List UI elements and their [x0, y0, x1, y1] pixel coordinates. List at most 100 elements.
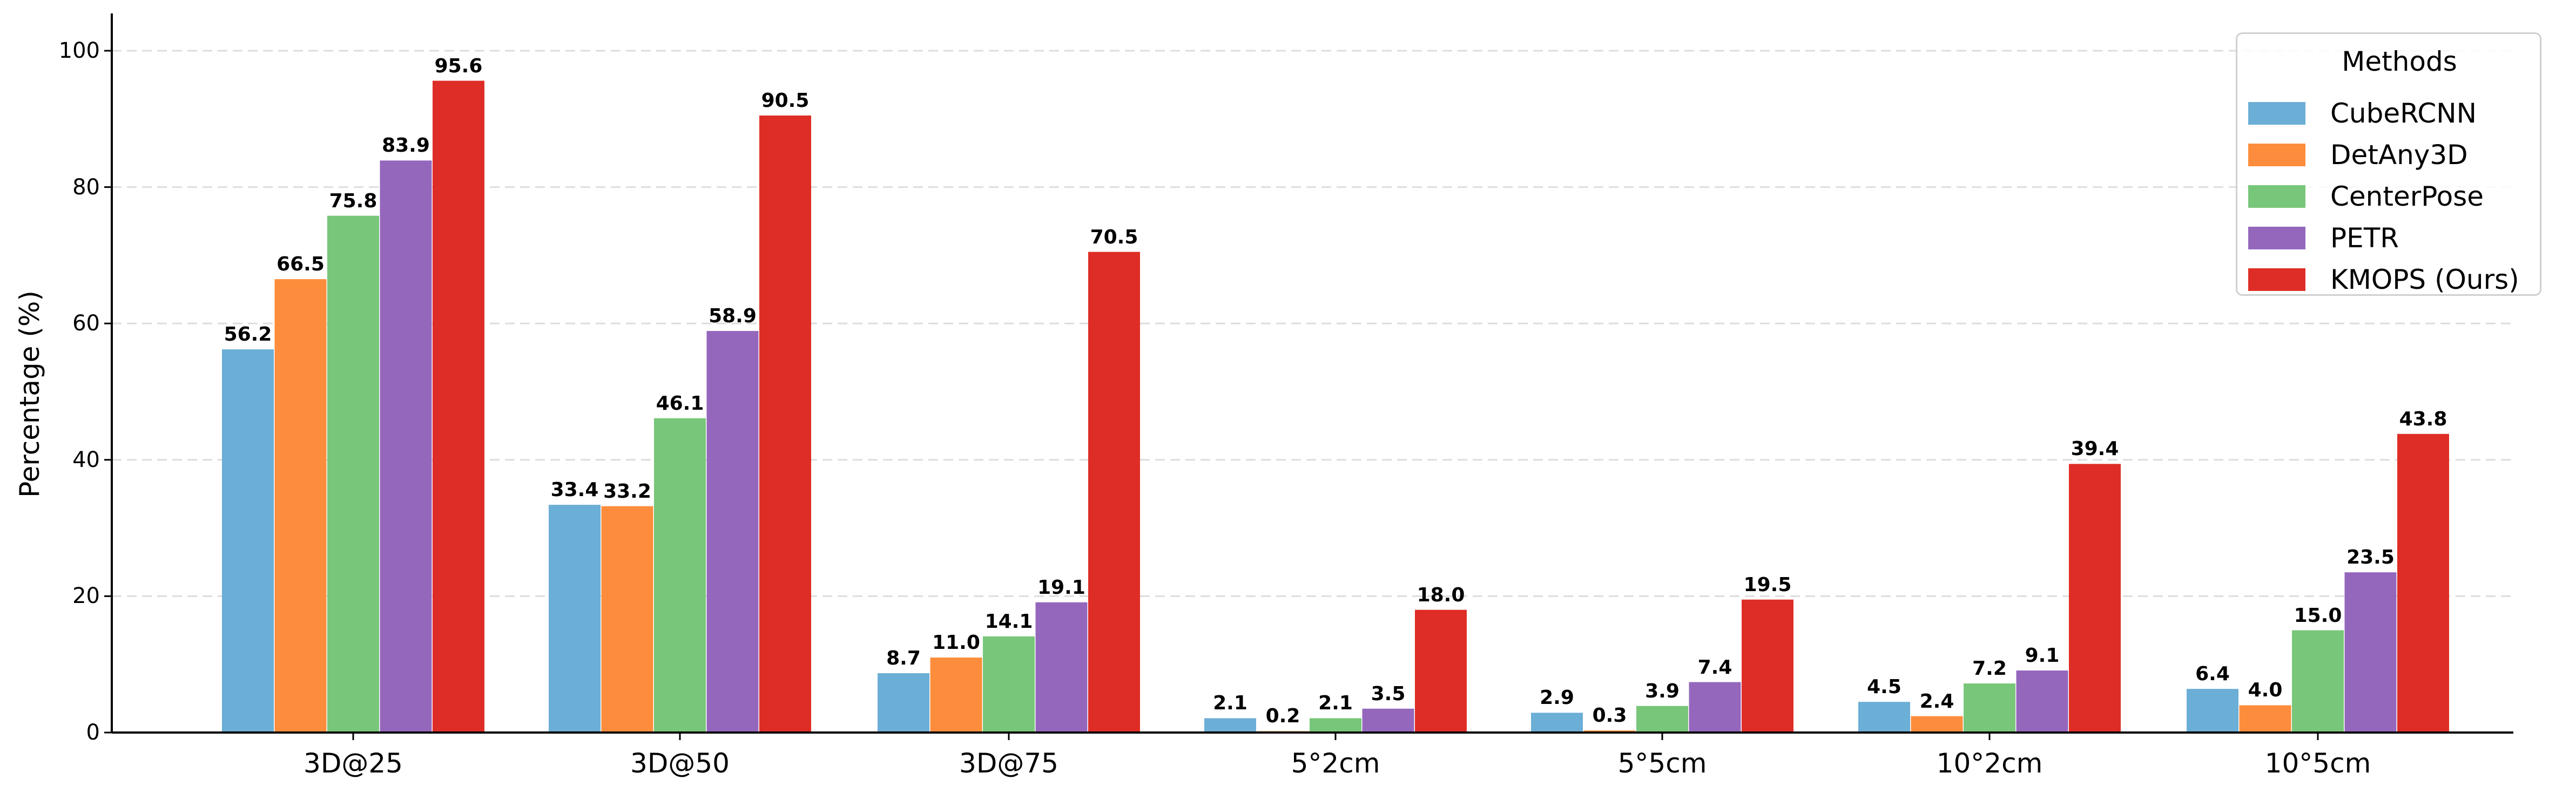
- bar: [1531, 713, 1583, 733]
- legend-item: CubeRCNN: [2248, 97, 2477, 130]
- bar: [2344, 572, 2397, 733]
- bar: [1858, 702, 1910, 733]
- y-tick-label: 0: [86, 720, 100, 745]
- y-tick-label: 80: [72, 174, 100, 200]
- bar: [1415, 609, 1467, 733]
- x-tick-label: 5°2cm: [1291, 748, 1380, 779]
- bar-value-label: 14.1: [984, 610, 1033, 633]
- bar-value-label: 7.4: [1697, 656, 1732, 679]
- bar-value-label: 4.5: [1867, 676, 1901, 699]
- x-tick-label: 3D@50: [630, 748, 730, 779]
- legend-swatch-icon: [2248, 268, 2305, 291]
- legend-item: CenterPose: [2248, 180, 2484, 213]
- bar-value-label: 2.4: [1919, 690, 1954, 713]
- bar: [1204, 718, 1256, 733]
- bar: [2397, 433, 2449, 733]
- legend: Methods CubeRCNN DetAny3D CenterPose PETR KM…: [2236, 32, 2541, 296]
- bar-value-label: 39.4: [2071, 438, 2119, 460]
- bar-value-label: 19.5: [1743, 573, 1792, 596]
- bar: [2069, 464, 2121, 733]
- bar-value-label: 3.9: [1645, 680, 1680, 702]
- bar-value-label: 33.2: [603, 480, 651, 503]
- legend-title: Methods: [2342, 46, 2457, 77]
- bar-value-label: 83.9: [382, 134, 430, 157]
- bar: [1636, 706, 1688, 733]
- bar-value-label: 90.5: [761, 89, 810, 112]
- legend-item: DetAny3D: [2248, 139, 2468, 171]
- bar: [222, 349, 274, 733]
- bar-value-label: 9.1: [2025, 645, 2060, 667]
- bar-value-label: 0.3: [1592, 704, 1627, 727]
- bar: [930, 658, 982, 733]
- bar-value-label: 23.5: [2346, 546, 2395, 569]
- bar-value-label: 11.0: [932, 632, 980, 654]
- bar: [878, 673, 929, 733]
- legend-swatch-icon: [2248, 102, 2305, 125]
- bar-value-label: 19.1: [1037, 576, 1085, 599]
- x-tick-label: 3D@25: [304, 748, 403, 779]
- bar-value-label: 3.5: [1371, 682, 1406, 705]
- bar-value-label: 8.7: [886, 647, 921, 670]
- bar: [1035, 602, 1088, 733]
- bar-value-label: 46.1: [656, 392, 704, 415]
- y-tick-label: 60: [72, 311, 100, 336]
- bar-value-label: 18.0: [1417, 584, 1465, 606]
- bar-value-label: 43.8: [2399, 408, 2447, 430]
- bar-value-label: 58.9: [709, 305, 757, 328]
- legend-label: DetAny3D: [2330, 139, 2468, 171]
- bar-value-label: 4.0: [2248, 679, 2283, 702]
- legend-label: PETR: [2330, 222, 2399, 254]
- bar: [327, 215, 379, 733]
- y-tick-label: 40: [72, 447, 100, 472]
- bar-value-label: 15.0: [2294, 604, 2342, 627]
- bar: [1964, 683, 2015, 733]
- bar: [1088, 252, 1140, 733]
- legend-swatch-icon: [2248, 227, 2305, 249]
- bar: [2239, 705, 2291, 733]
- bar: [983, 636, 1035, 733]
- bar-value-label: 7.2: [1972, 658, 2007, 680]
- x-tick-label: 10°2cm: [1936, 748, 2043, 779]
- y-tick-label: 100: [58, 38, 100, 63]
- legend-label: KMOPS (Ours): [2330, 264, 2519, 295]
- bar-value-label: 66.5: [277, 253, 325, 276]
- bar: [654, 418, 706, 733]
- bar: [706, 331, 759, 733]
- legend-item: KMOPS (Ours): [2248, 263, 2519, 296]
- x-tick-label: 10°5cm: [2264, 748, 2371, 779]
- bar-value-label: 56.2: [224, 323, 272, 346]
- bar-value-label: 6.4: [2195, 663, 2230, 686]
- bar-value-label: 75.8: [329, 189, 377, 212]
- bar: [2292, 630, 2344, 733]
- bar-value-label: 2.1: [1213, 692, 1247, 715]
- bar: [1742, 599, 1793, 733]
- bar-value-label: 70.5: [1090, 226, 1138, 248]
- x-tick-label: 5°5cm: [1617, 748, 1707, 779]
- bar: [274, 279, 327, 733]
- bar: [1310, 718, 1361, 733]
- bar: [2016, 670, 2068, 733]
- bar: [380, 160, 432, 733]
- bar-value-label: 2.1: [1318, 692, 1353, 715]
- bar-value-label: 33.4: [550, 479, 599, 501]
- bar: [1689, 682, 1741, 733]
- bar: [433, 80, 484, 733]
- bar: [601, 506, 653, 733]
- bar-value-label: 2.9: [1540, 687, 1574, 709]
- bar: [759, 115, 811, 733]
- bar-value-label: 95.6: [434, 55, 483, 77]
- legend-swatch-icon: [2248, 185, 2305, 208]
- bar: [2187, 689, 2238, 733]
- bar-value-label: 0.2: [1265, 705, 1300, 728]
- legend-item: PETR: [2248, 222, 2399, 254]
- x-tick-label: 3D@75: [959, 748, 1058, 779]
- legend-label: CenterPose: [2330, 181, 2484, 212]
- y-tick-label: 20: [72, 584, 100, 609]
- legend-label: CubeRCNN: [2330, 98, 2477, 129]
- bar: [1362, 708, 1414, 733]
- legend-swatch-icon: [2248, 144, 2305, 166]
- bar: [1911, 716, 1963, 733]
- bar: [549, 505, 601, 733]
